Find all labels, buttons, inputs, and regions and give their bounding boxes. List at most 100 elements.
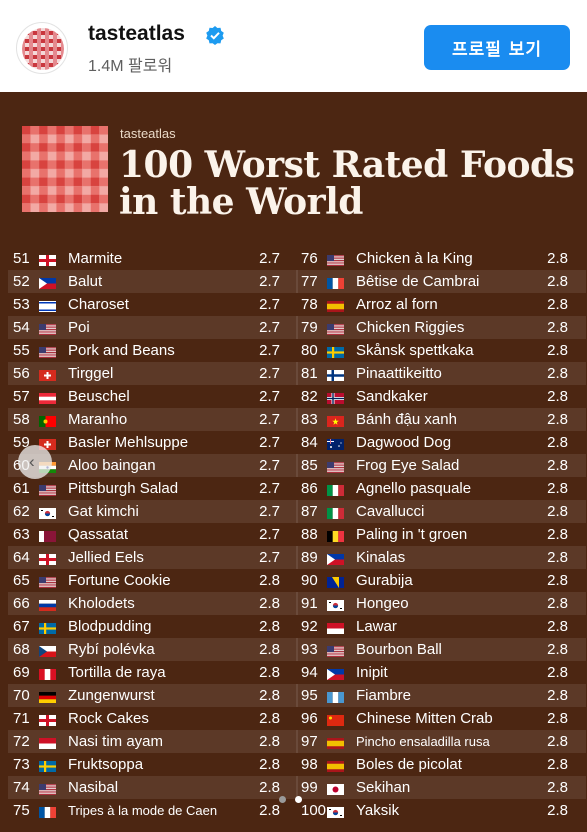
food-score: 2.8 — [259, 687, 280, 704]
austria-flag-icon — [39, 391, 56, 404]
food-score: 2.7 — [259, 365, 280, 382]
food-name: Gurabija — [356, 572, 413, 589]
ranking-row: 99 Sekihan 2.8 — [296, 776, 586, 799]
food-name: Hongeo — [356, 595, 409, 612]
food-score: 2.8 — [547, 273, 568, 290]
food-score: 2.8 — [259, 641, 280, 658]
rank-number: 52 — [13, 273, 30, 290]
rank-number: 81 — [301, 365, 318, 382]
food-name: Nasibal — [68, 779, 119, 796]
avatar[interactable] — [16, 22, 68, 74]
rank-number: 79 — [301, 319, 318, 336]
carousel-dot-active[interactable] — [295, 796, 302, 803]
rank-number: 89 — [301, 549, 318, 566]
food-score: 2.7 — [259, 434, 280, 451]
food-name: Tirggel — [68, 365, 114, 382]
food-score: 2.8 — [259, 733, 280, 750]
food-name: Pork and Beans — [68, 342, 175, 359]
italy-flag-icon — [327, 483, 344, 496]
food-score: 2.8 — [547, 526, 568, 543]
ranking-row: 51 Marmite 2.7 — [8, 247, 298, 270]
ranking-column-left: 51 Marmite 2.7 52 Balut 2.7 53 Charoset 2.7 54 Poi… — [8, 247, 298, 822]
rank-number: 87 — [301, 503, 318, 520]
usa-flag-icon — [327, 460, 344, 473]
rank-number: 77 — [301, 273, 318, 290]
food-score: 2.7 — [259, 388, 280, 405]
food-name: Inipit — [356, 664, 388, 681]
account-name[interactable]: tasteatlas — [88, 22, 185, 45]
food-name: Agnello pasquale — [356, 480, 472, 497]
food-name: Bêtise de Cambrai — [356, 273, 480, 290]
ranking-row: 96 Chinese Mitten Crab 2.8 — [296, 707, 586, 730]
food-score: 2.8 — [259, 710, 280, 727]
food-score: 2.8 — [547, 595, 568, 612]
food-score: 2.7 — [259, 342, 280, 359]
usa-flag-icon — [39, 782, 56, 795]
usa-flag-icon — [39, 575, 56, 588]
rank-number: 73 — [13, 756, 30, 773]
food-name: Paling in 't groen — [356, 526, 468, 543]
food-name: Chicken à la King — [356, 250, 473, 267]
rank-number: 75 — [13, 802, 30, 819]
rank-number: 96 — [301, 710, 318, 727]
food-name: Marmite — [68, 250, 123, 267]
food-score: 2.8 — [547, 503, 568, 520]
ranking-row: 91 Hongeo 2.8 — [296, 592, 586, 615]
food-name: Pinaattikeitto — [356, 365, 442, 382]
follower-count: 1.4M 팔로워 — [88, 58, 173, 75]
ranking-row: 65 Fortune Cookie 2.8 — [8, 569, 298, 592]
ranking-row: 77 Bêtise de Cambrai 2.8 — [296, 270, 586, 293]
rank-number: 65 — [13, 572, 30, 589]
carousel-prev-button[interactable]: ‹ — [18, 445, 52, 479]
ranking-row: 83 Bánh đậu xanh 2.8 — [296, 408, 586, 431]
ranking-row: 73 Fruktsoppa 2.8 — [8, 753, 298, 776]
rank-number: 54 — [13, 319, 30, 336]
finland-flag-icon — [327, 368, 344, 381]
ranking-row: 95 Fiambre 2.8 — [296, 684, 586, 707]
view-profile-button[interactable]: 프로필 보기 — [424, 25, 570, 70]
rank-number: 95 — [301, 687, 318, 704]
spain-flag-icon — [327, 299, 344, 312]
ranking-row: 69 Tortilla de raya 2.8 — [8, 661, 298, 684]
rank-number: 69 — [13, 664, 30, 681]
food-score: 2.7 — [259, 526, 280, 543]
ranking-row: 82 Sandkaker 2.8 — [296, 385, 586, 408]
food-score: 2.7 — [259, 319, 280, 336]
england-flag-icon — [39, 253, 56, 266]
food-name: Fruktsoppa — [68, 756, 144, 773]
ranking-row: 81 Pinaattikeitto 2.8 — [296, 362, 586, 385]
indonesia-flag-icon — [327, 621, 344, 634]
food-score: 2.8 — [259, 618, 280, 635]
food-score: 2.8 — [259, 802, 280, 819]
usa-flag-icon — [39, 322, 56, 335]
rank-number: 53 — [13, 296, 30, 313]
ranking-row: 53 Charoset 2.7 — [8, 293, 298, 316]
carousel-dot[interactable] — [279, 796, 286, 803]
food-name: Bánh đậu xanh — [356, 411, 457, 428]
food-name: Chinese Mitten Crab — [356, 710, 493, 727]
ranking-row: 55 Pork and Beans 2.7 — [8, 339, 298, 362]
rank-number: 67 — [13, 618, 30, 635]
ranking-row: 90 Gurabija 2.8 — [296, 569, 586, 592]
rank-number: 61 — [13, 480, 30, 497]
usa-flag-icon — [39, 483, 56, 496]
ranking-row: 71 Rock Cakes 2.8 — [8, 707, 298, 730]
south-korea-flag-icon — [327, 598, 344, 611]
food-score: 2.8 — [547, 756, 568, 773]
ranking-row: 92 Lawar 2.8 — [296, 615, 586, 638]
ranking-row: 85 Frog Eye Salad 2.8 — [296, 454, 586, 477]
spain-flag-icon — [327, 759, 344, 772]
peru-flag-icon — [39, 667, 56, 680]
food-name: Yaksik — [356, 802, 400, 819]
rank-number: 74 — [13, 779, 30, 796]
food-name: Aloo baingan — [68, 457, 156, 474]
food-name: Frog Eye Salad — [356, 457, 460, 474]
spain-flag-icon — [327, 736, 344, 749]
food-score: 2.7 — [259, 503, 280, 520]
ranking-row: 74 Nasibal 2.8 — [8, 776, 298, 799]
food-name: Pincho ensaladilla rusa — [356, 734, 490, 749]
checkered-logo-icon — [22, 126, 108, 212]
carousel-dots — [279, 796, 319, 804]
food-name: Bourbon Ball — [356, 641, 442, 658]
rank-number: 57 — [13, 388, 30, 405]
